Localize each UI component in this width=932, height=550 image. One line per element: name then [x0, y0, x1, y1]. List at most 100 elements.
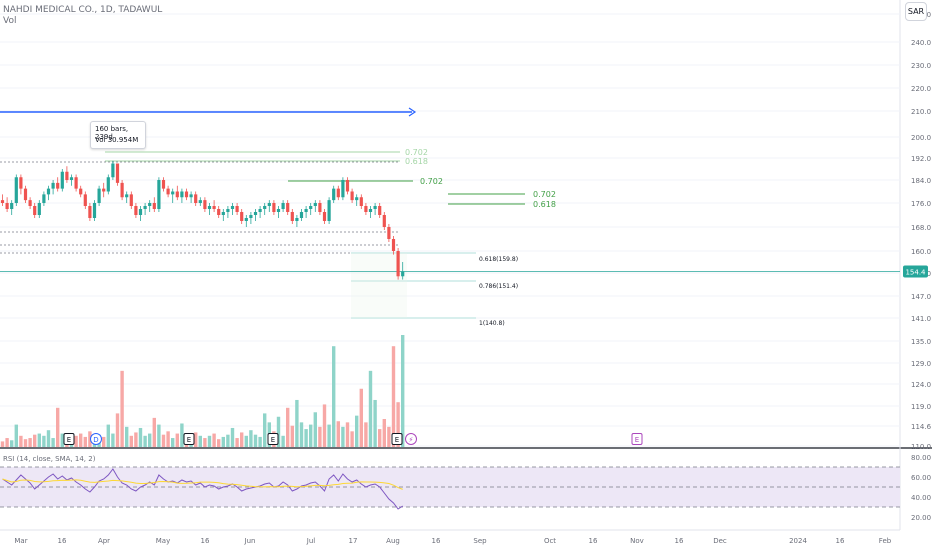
- event-marker-glyph: E: [635, 436, 639, 444]
- time-tick-label: 16: [58, 537, 67, 545]
- candle-body: [152, 203, 156, 209]
- candle-body: [115, 163, 120, 183]
- candlesticks: [0, 160, 405, 280]
- candle-body: [387, 227, 391, 239]
- event-marker-glyph: D: [93, 436, 98, 444]
- event-markers[interactable]: E D E E E ⚡ E: [63, 433, 643, 445]
- volume-bar: [391, 346, 396, 447]
- event-marker-dividend: D: [90, 433, 102, 445]
- candle-body: [194, 194, 198, 203]
- volume-bar: [111, 433, 115, 447]
- candle-body: [295, 218, 299, 221]
- volume-bar: [10, 440, 14, 447]
- event-marker-glyph: E: [67, 436, 71, 444]
- price-tick-label: 135.0: [911, 338, 931, 346]
- volume-bar: [235, 438, 239, 447]
- fib-label: 0.702: [405, 148, 428, 157]
- candle-body: [230, 206, 235, 209]
- event-marker-earnings: E: [183, 433, 195, 445]
- volume-bar: [198, 435, 202, 447]
- candle-body: [19, 177, 23, 189]
- candle-body: [171, 191, 175, 195]
- volume-bar: [166, 431, 170, 447]
- candle-body: [97, 188, 101, 203]
- candle-body: [304, 209, 308, 212]
- volume-bar: [125, 426, 129, 447]
- time-tick-label: Jul: [306, 537, 316, 545]
- time-tick-label: Jun: [244, 537, 256, 545]
- volume-bar: [134, 432, 138, 447]
- candle-body: [318, 203, 322, 212]
- volume-bar: [157, 424, 161, 447]
- volume-bar: [88, 431, 92, 447]
- volume-bar: [378, 429, 382, 447]
- measure-tooltip: 160 bars, 239d Vol 30.954M: [90, 121, 146, 149]
- candle-body: [102, 188, 106, 192]
- volume-bar: [332, 346, 336, 447]
- candle-body: [198, 200, 202, 203]
- candle-body: [336, 188, 340, 198]
- event-marker-glyph: E: [395, 436, 399, 444]
- event-marker-box: [63, 433, 75, 445]
- volume-bar: [106, 424, 110, 447]
- candle-body: [327, 200, 331, 221]
- currency-button[interactable]: SAR: [905, 2, 927, 21]
- event-marker-earnings: E: [391, 433, 403, 445]
- rsi-pane: RSI (14, close, SMA, 14, 2): [0, 455, 900, 510]
- volume-bar: [230, 427, 235, 447]
- candle-body: [134, 206, 138, 215]
- candle-body: [341, 180, 345, 198]
- rsi-label: RSI (14, close, SMA, 14, 2): [3, 455, 96, 463]
- last-price-badge: [903, 265, 928, 278]
- candle-body: [240, 212, 244, 221]
- candle-body: [276, 209, 281, 212]
- volume-bar: [60, 433, 64, 447]
- candle-body: [212, 206, 216, 209]
- candle-body: [286, 203, 290, 212]
- volume-bar: [51, 438, 55, 447]
- price-tick-label: 176.0: [911, 200, 931, 208]
- candle-body: [244, 218, 248, 221]
- volume-bar: [194, 432, 198, 447]
- volume-bar: [318, 426, 322, 447]
- volume-bar: [368, 370, 373, 447]
- volume-bar: [207, 435, 212, 447]
- price-tick-label: 129.0: [911, 360, 931, 368]
- time-tick-label: May: [156, 537, 170, 545]
- fib-label: 0.702: [420, 177, 443, 186]
- time-axis[interactable]: Mar 16 Apr May 16 Jun Jul 17 Aug 16 Sep Oct 16 Nov 16 D…: [14, 537, 891, 545]
- volume-bar: [129, 435, 133, 447]
- price-axis[interactable]: 250.0240.0230.0220.0210.0200.0192.0184.0…: [903, 11, 932, 522]
- candle-body: [125, 194, 129, 198]
- candle-body: [88, 206, 92, 218]
- event-marker-box: [631, 433, 643, 445]
- time-tick-label: Oct: [544, 537, 556, 545]
- volume-bar: [161, 434, 166, 447]
- volume-bar: [115, 413, 120, 447]
- price-tick-label: 168.0: [911, 224, 931, 232]
- candle-body: [143, 206, 147, 209]
- volume-bar: [276, 416, 281, 447]
- symbol-title[interactable]: NAHDI MEDICAL CO., 1D, TADAWUL: [3, 5, 163, 15]
- price-tick-label: 220.0: [911, 85, 931, 93]
- grid-lines: [0, 13, 900, 447]
- time-tick-label: 2024: [789, 537, 807, 545]
- time-tick-label: 17: [349, 537, 358, 545]
- candle-body: [60, 171, 64, 189]
- event-marker-earnings: E: [267, 433, 279, 445]
- candle-body: [180, 191, 184, 198]
- volume-bar: [345, 422, 350, 447]
- time-tick-label: Nov: [630, 537, 644, 545]
- event-marker-box: [391, 433, 403, 445]
- candle-body: [253, 212, 258, 215]
- candle-body: [14, 177, 18, 203]
- candle-body: [175, 191, 179, 198]
- fib-label: 0.618: [405, 157, 428, 166]
- candle-body: [46, 188, 51, 195]
- volume-bar: [244, 435, 248, 447]
- volume-bar: [102, 436, 106, 447]
- volume-bar: [249, 430, 253, 447]
- rsi-tick-label: 20.00: [911, 514, 931, 522]
- candle-body: [5, 203, 9, 209]
